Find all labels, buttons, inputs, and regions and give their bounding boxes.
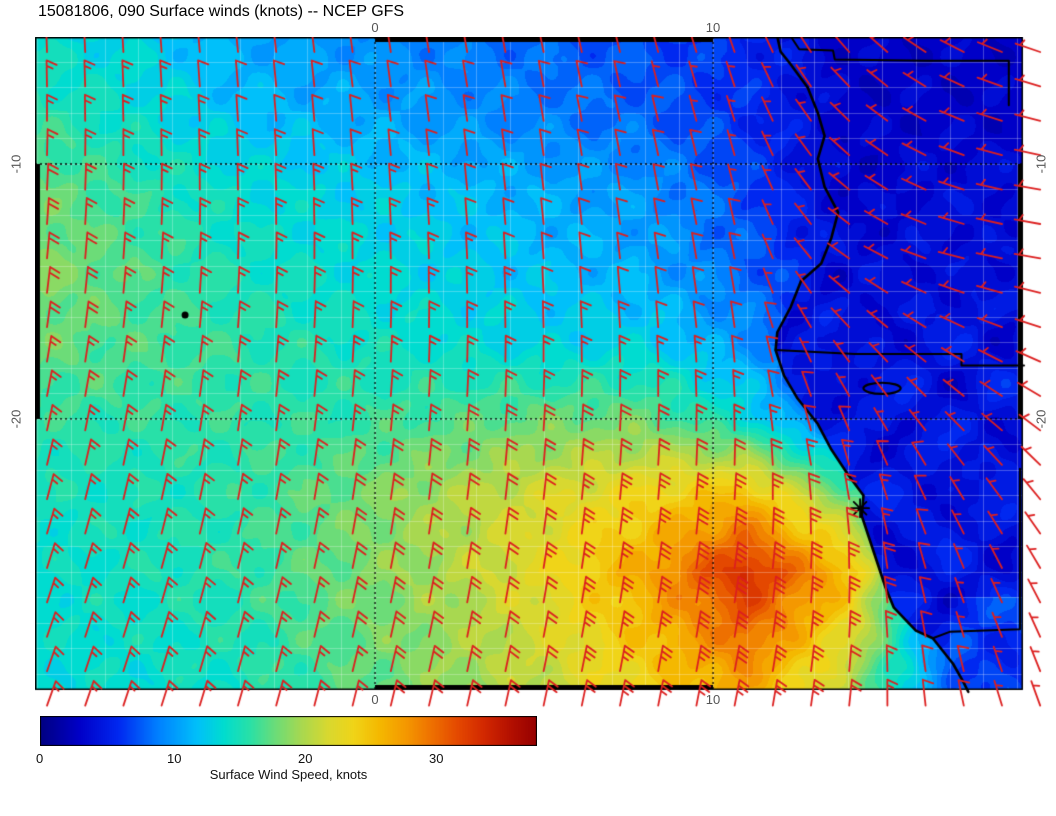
axis-tick-left--10: -10: [8, 154, 24, 174]
colorbar-tick-20: 20: [298, 751, 313, 766]
axis-tick-bottom-10: 10: [705, 692, 721, 707]
map-canvas: [35, 37, 1047, 709]
colorbar-label: Surface Wind Speed, knots: [209, 767, 368, 782]
colorbar-tick-30: 30: [429, 751, 444, 766]
colorbar-tick-0: 0: [36, 751, 44, 766]
colorbar-canvas: [40, 716, 537, 746]
axis-tick-right--10: -10: [1033, 154, 1049, 174]
axis-tick-top-10: 10: [705, 20, 721, 35]
axis-tick-left--20: -20: [8, 409, 24, 429]
colorbar-tick-10: 10: [167, 751, 182, 766]
chart-title: 15081806, 090 Surface winds (knots) -- N…: [38, 3, 405, 20]
axis-tick-bottom-0: 0: [371, 692, 379, 707]
axis-tick-right--20: -20: [1033, 409, 1049, 429]
axis-tick-top-0: 0: [371, 20, 379, 35]
